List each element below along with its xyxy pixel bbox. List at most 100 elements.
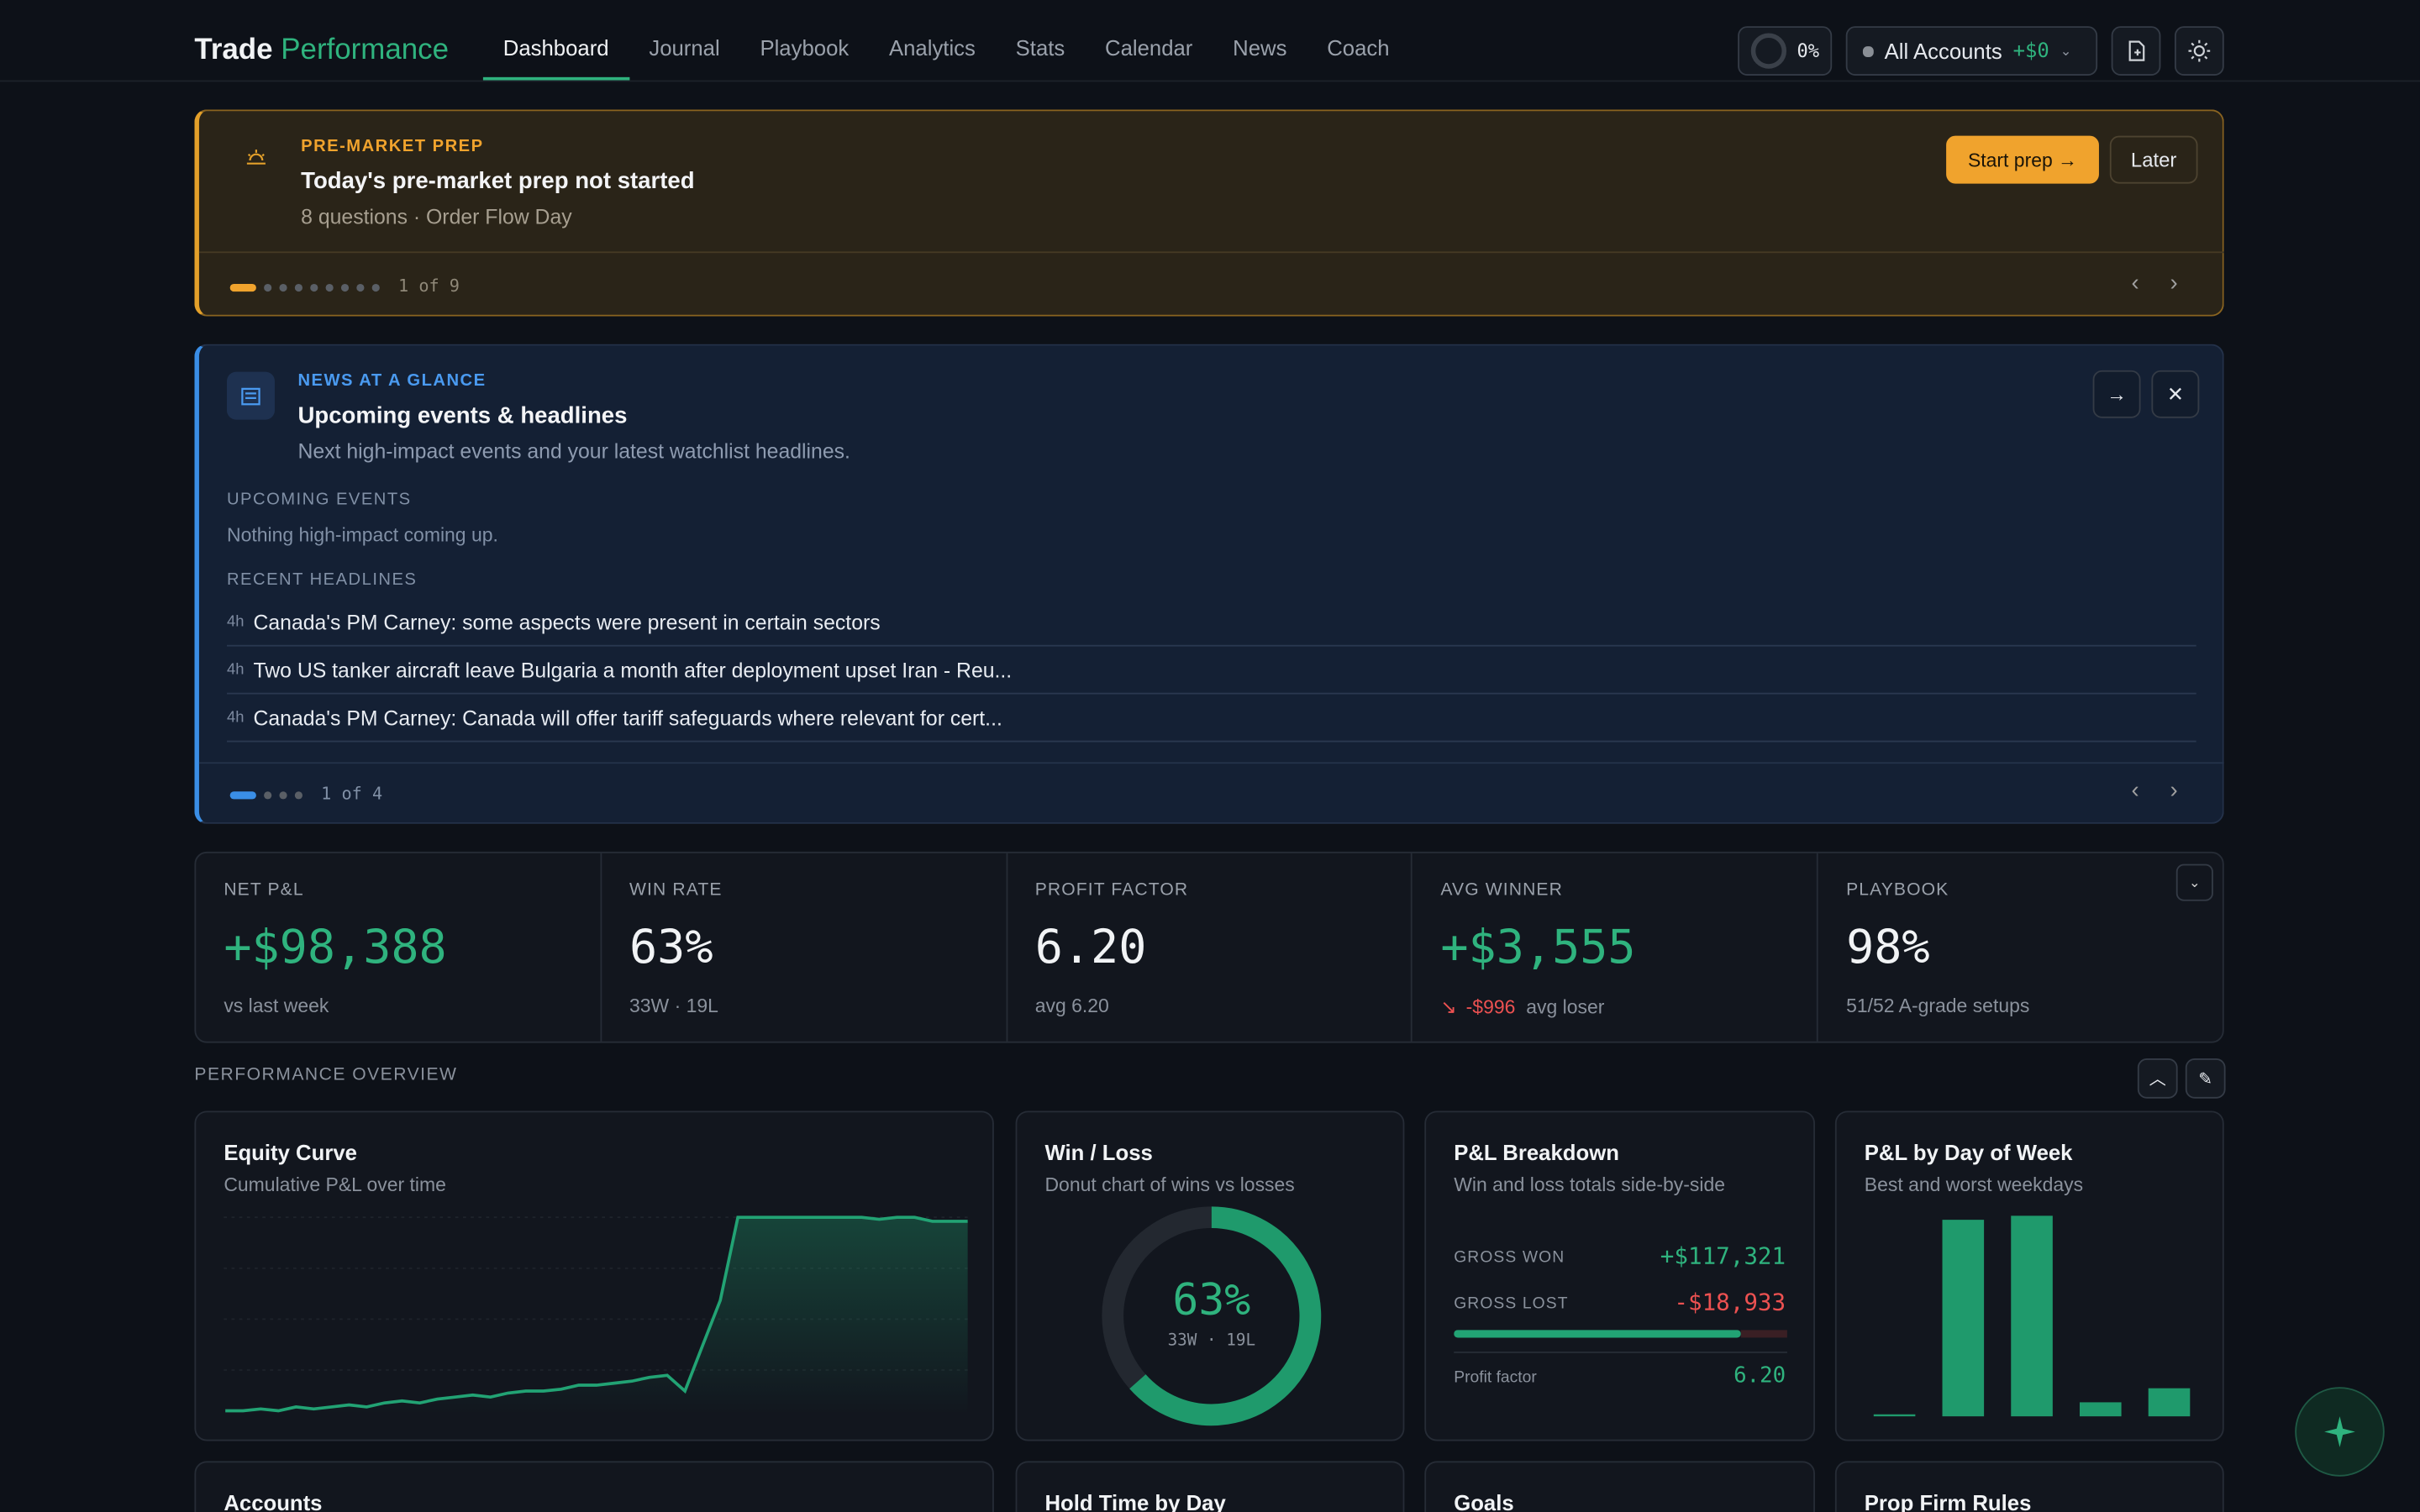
stat-sub-value: -$996 (1465, 996, 1516, 1019)
card-title: P&L Breakdown (1454, 1140, 1619, 1165)
progress-ring (1751, 33, 1787, 69)
headline-row[interactable]: 4h Canada's PM Carney: Canada will offer … (226, 695, 2196, 743)
open-news[interactable]: → (2092, 370, 2141, 418)
equity-line (225, 1215, 968, 1413)
prep-card: PRE-MARKET PREP Today's pre-market prep … (194, 109, 2224, 317)
progress-chip[interactable]: 0% (1738, 26, 1833, 76)
headline-row[interactable]: 4h Canada's PM Carney: some aspects were … (226, 599, 2196, 647)
later-button[interactable]: Later (2109, 135, 2198, 184)
stats-strip: NET P&L +$98,388 vs last week WIN RATE 63% 33… (194, 851, 2224, 1043)
nav-tab[interactable]: Journal (649, 35, 720, 60)
pager-next[interactable]: › (2170, 777, 2178, 804)
card-title: Win / Loss (1044, 1140, 1153, 1165)
lost-bar (1740, 1330, 1787, 1338)
dow-chart (1873, 1215, 2191, 1417)
donut-chart (1102, 1206, 1322, 1426)
headline-text: Canada's PM Carney: some aspects were pr… (253, 610, 881, 633)
arrow: ↘ (1440, 996, 1457, 1019)
nav-tab[interactable]: Stats (1015, 35, 1065, 60)
headline-age: 4h (226, 661, 245, 679)
card-title: Equity Curve (224, 1140, 357, 1165)
stat-card: NET P&L +$98,388 vs last week (196, 853, 600, 1042)
export-button[interactable] (2111, 26, 2161, 76)
account-name: All Accounts (1884, 38, 2002, 64)
kicker: NEWS AT A GLANCE (297, 371, 487, 391)
nav-tab[interactable]: Dashboard (482, 0, 629, 81)
row-label: GROSS LOST (1454, 1294, 1569, 1314)
equity-card: Equity Curve Cumulative P&L over time (194, 1110, 994, 1441)
row-label: Profit factor (1454, 1368, 1537, 1388)
empty-events: Nothing high-impact coming up. (226, 524, 498, 547)
donut-center: 63% (1172, 1274, 1251, 1326)
stat-sub: 33W · 19L (629, 995, 718, 1017)
win-arc (1129, 1206, 1322, 1426)
section-label: RECENT HEADLINES (226, 570, 418, 590)
start-button[interactable]: Start prep → (1946, 135, 2099, 184)
news-card: NEWS AT A GLANCE Upcoming events & headl… (194, 344, 2224, 824)
section-title: PERFORMANCE OVERVIEW (194, 1066, 458, 1085)
stat-sub-text: 33W · 19L (629, 995, 718, 1017)
news-subtitle: Next high-impact events and your latest … (297, 439, 850, 464)
stat-value: +$98,388 (224, 921, 447, 975)
nav-tab[interactable]: News (1233, 35, 1287, 60)
stat-sub-text: avg loser (1526, 996, 1605, 1019)
pager-next[interactable]: › (2170, 270, 2178, 297)
divider (1454, 1351, 1787, 1353)
news-icon (226, 371, 275, 420)
card-title: Prop Firm Rules (1864, 1490, 2032, 1512)
prep-title: Today's pre-market prep not started (301, 168, 695, 195)
stat-sub: avg 6.20 (1035, 995, 1109, 1017)
stat-label: PLAYBOOK (1846, 880, 1949, 900)
stat-card: PROFIT FACTOR 6.20 avg 6.20 (1005, 853, 1412, 1042)
stat-sub-text: avg 6.20 (1034, 995, 1109, 1017)
nav-divider (0, 80, 2420, 82)
headline-row[interactable]: 4h Two US tanker aircraft leave Bulgaria … (226, 647, 2196, 695)
pager: 1 of 9 (229, 276, 460, 297)
stat-card: WIN RATE 63% 33W · 19L (600, 853, 1006, 1042)
stat-sub: ↘ -$996 avg loser (1440, 995, 1604, 1019)
close-news[interactable]: ✕ (2151, 370, 2200, 418)
assistant-button[interactable] (2295, 1387, 2385, 1477)
brand[interactable]: Trade Performance (194, 34, 449, 67)
status-dot (1862, 45, 1874, 57)
bar (2148, 1388, 2191, 1417)
section-label: UPCOMING EVENTS (226, 491, 412, 510)
widget-card: Accounts (194, 1461, 994, 1512)
news-title: Upcoming events & headlines (297, 402, 628, 429)
nav-tab[interactable]: Calendar (1105, 35, 1193, 60)
ratio-bar (1454, 1330, 1787, 1338)
nav-tab[interactable]: Coach (1327, 35, 1390, 60)
headline-age: 4h (226, 613, 245, 631)
nav-tab[interactable]: Playbook (760, 35, 850, 60)
expand-button[interactable]: ⌄ (2175, 864, 2213, 901)
card-subtitle: Donut chart of wins vs losses (1044, 1173, 1295, 1196)
divider (198, 762, 2224, 764)
widget-card: Hold Time by Day (1015, 1461, 1405, 1512)
widget-card: Prop Firm Rules (1834, 1461, 2224, 1512)
breakdown-card: P&L Breakdown Win and loss totals side-b… (1424, 1110, 1815, 1441)
stat-sub: 51/52 A-grade setups (1846, 995, 2029, 1017)
stat-sub: vs last week (224, 995, 329, 1017)
card-title: Hold Time by Day (1044, 1490, 1226, 1512)
stat-sub-text: vs last week (224, 995, 329, 1017)
won-bar (1454, 1330, 1741, 1338)
pager-text: 1 of 4 (321, 784, 383, 804)
card-title: Accounts (224, 1490, 323, 1512)
pager-prev[interactable]: ‹ (2131, 777, 2139, 804)
stat-value: +$3,555 (1440, 921, 1636, 975)
edit-button[interactable]: ✎ (2185, 1058, 2226, 1099)
card-subtitle: Cumulative P&L over time (224, 1173, 446, 1196)
stat-card: PLAYBOOK 98% 51/52 A-grade setups ⌄ (1817, 853, 2223, 1042)
gross-won: +$117,321 (1660, 1242, 1786, 1270)
theme-button[interactable] (2174, 26, 2224, 76)
nav-tab[interactable]: Analytics (888, 35, 976, 60)
account-select[interactable]: All Accounts +$0 ⌄ (1845, 26, 2098, 76)
pager-prev[interactable]: ‹ (2131, 270, 2139, 297)
pager: 1 of 4 (229, 784, 383, 804)
sunrise-icon (246, 150, 266, 165)
collapse-button[interactable]: ︿ (2137, 1058, 2178, 1099)
profit-factor: 6.20 (1733, 1363, 1786, 1389)
gross-lost: -$18,933 (1674, 1288, 1786, 1316)
icon (2188, 39, 2211, 62)
